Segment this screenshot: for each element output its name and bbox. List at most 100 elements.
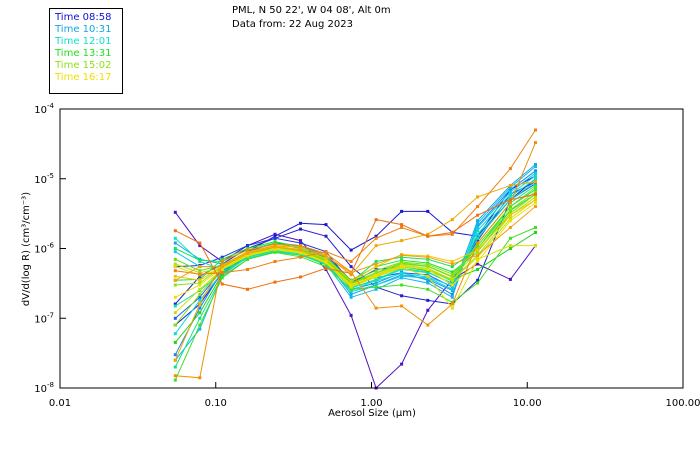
- data-point: [534, 205, 537, 208]
- data-point: [508, 247, 512, 250]
- data-point: [324, 265, 328, 269]
- data-point: [246, 248, 249, 252]
- data-point: [476, 255, 480, 259]
- series-1: [173, 174, 537, 327]
- data-point: [476, 221, 480, 225]
- data-point: [508, 208, 512, 212]
- data-point: [374, 244, 378, 248]
- data-point: [508, 167, 512, 171]
- x-axis-title: Aerosol Size (µm): [328, 408, 416, 419]
- data-point: [220, 263, 224, 267]
- data-point: [400, 258, 404, 262]
- data-point: [508, 216, 512, 220]
- data-point: [173, 262, 177, 266]
- data-point: [400, 253, 404, 257]
- data-point: [476, 260, 480, 263]
- data-point: [534, 165, 537, 168]
- data-point: [534, 180, 537, 184]
- y-tick-label: 10-6: [34, 242, 54, 256]
- data-point: [534, 230, 537, 234]
- data-point: [349, 265, 353, 269]
- y-tick-exponent: -6: [47, 242, 55, 250]
- data-point: [534, 198, 537, 202]
- data-point: [400, 294, 404, 298]
- data-point: [508, 192, 512, 196]
- data-point: [450, 270, 454, 274]
- data-point: [198, 265, 202, 269]
- data-point: [198, 292, 202, 296]
- data-point: [374, 287, 378, 291]
- data-point: [508, 186, 512, 189]
- data-point: [426, 255, 430, 259]
- data-point: [426, 232, 430, 236]
- data-point: [349, 295, 353, 299]
- series-29: [173, 205, 537, 282]
- data-point: [374, 285, 378, 289]
- data-point: [476, 281, 480, 285]
- data-point: [534, 201, 537, 205]
- data-point: [508, 190, 512, 194]
- data-point: [173, 283, 177, 287]
- data-point: [220, 276, 224, 280]
- data-point: [534, 171, 537, 175]
- data-point: [476, 239, 480, 243]
- y-axis: 10-410-510-610-710-8: [34, 102, 66, 395]
- series-27: [173, 128, 537, 276]
- data-point: [349, 283, 353, 287]
- data-point: [450, 278, 454, 282]
- data-point: [246, 250, 249, 254]
- data-point: [173, 302, 177, 306]
- data-point: [508, 198, 512, 202]
- data-point: [450, 262, 454, 266]
- data-point: [476, 236, 480, 240]
- data-point: [476, 257, 480, 261]
- data-point: [220, 259, 224, 263]
- data-point: [508, 188, 512, 192]
- x-tick-label: 100.00: [666, 398, 700, 409]
- data-point: [299, 221, 302, 225]
- data-point: [198, 269, 202, 273]
- data-point: [374, 265, 378, 269]
- data-point: [220, 255, 224, 259]
- data-point: [299, 239, 302, 243]
- y-tick-exponent: -7: [47, 311, 54, 319]
- data-point: [173, 311, 177, 315]
- data-point: [198, 323, 202, 327]
- data-point: [198, 298, 202, 302]
- data-point: [450, 275, 454, 279]
- data-point: [374, 218, 378, 222]
- data-point: [374, 277, 378, 281]
- data-point: [198, 244, 202, 248]
- data-point: [273, 236, 277, 240]
- data-point: [198, 258, 202, 262]
- x-tick-label: 0.10: [205, 398, 227, 409]
- data-point: [173, 316, 177, 320]
- data-point: [400, 255, 404, 259]
- data-point: [534, 177, 537, 181]
- data-point: [198, 302, 202, 306]
- data-point: [400, 209, 404, 213]
- data-point: [476, 226, 480, 229]
- data-point: [400, 264, 404, 268]
- data-point: [476, 213, 480, 217]
- data-point: [426, 209, 430, 213]
- data-point: [273, 240, 277, 244]
- data-point: [324, 260, 328, 264]
- data-point: [246, 247, 249, 250]
- data-point: [299, 244, 302, 248]
- data-point: [173, 304, 177, 308]
- data-point: [508, 226, 512, 229]
- data-point: [534, 192, 537, 196]
- data-point: [173, 332, 177, 336]
- y-tick-base: 10: [34, 105, 47, 116]
- data-point: [534, 141, 537, 145]
- data-point: [173, 210, 177, 214]
- data-point: [508, 195, 512, 199]
- series-layer: [173, 128, 537, 390]
- data-point: [220, 265, 224, 269]
- data-point: [173, 340, 177, 344]
- data-point: [476, 250, 480, 254]
- data-point: [349, 248, 353, 252]
- data-point: [450, 265, 454, 269]
- data-point: [476, 234, 480, 238]
